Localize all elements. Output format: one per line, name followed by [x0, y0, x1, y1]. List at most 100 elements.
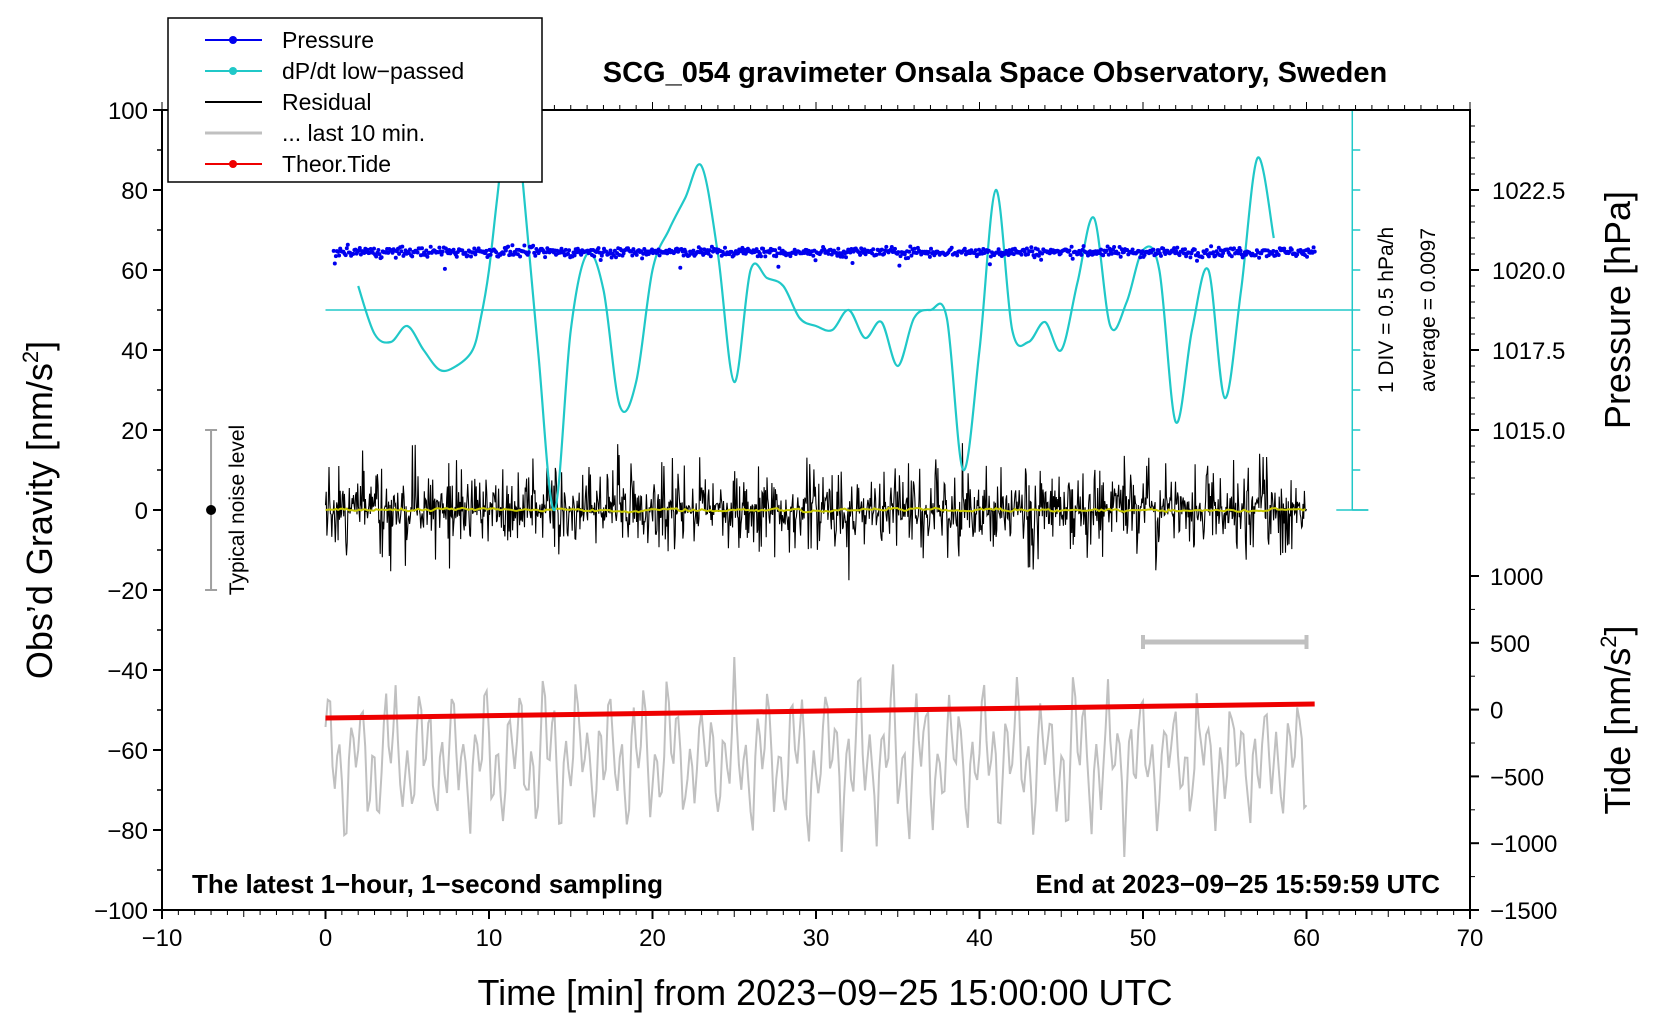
- pressure-point: [408, 247, 412, 252]
- div-label: 1 DIV = 0.5 hPa/h: [1375, 227, 1398, 393]
- pressure-point: [761, 246, 766, 251]
- pressure-point: [372, 246, 376, 251]
- series-theor-tide: [325, 701, 1315, 721]
- tide-tick-label: 1000: [1490, 564, 1543, 591]
- pressure-point: [755, 254, 760, 259]
- pressure-point: [657, 253, 662, 258]
- pressure-point: [763, 254, 768, 259]
- pressure-point: [393, 255, 398, 260]
- pressure-point: [617, 253, 622, 257]
- legend-label: dP/dt low−passed: [282, 58, 464, 84]
- y-tick-label: −20: [107, 578, 148, 605]
- pressure-point: [598, 258, 603, 262]
- pressure-point: [533, 253, 538, 258]
- pressure-point: [836, 246, 841, 251]
- pressure-point: [1200, 255, 1205, 260]
- pressure-point: [640, 256, 645, 261]
- pressure-point: [420, 246, 424, 251]
- pressure-point: [596, 246, 601, 251]
- pressure-point: [488, 252, 493, 257]
- pressure-point: [484, 248, 489, 253]
- pressure-point: [374, 254, 379, 259]
- pressure-point: [1067, 248, 1072, 253]
- pressure-point: [777, 246, 782, 251]
- legend-marker: [229, 36, 237, 44]
- pressure-point: [442, 266, 447, 271]
- pressure-point: [1116, 251, 1121, 256]
- pressure-point: [858, 252, 863, 257]
- pressure-point: [788, 254, 793, 259]
- pressure-point: [1181, 251, 1186, 256]
- y-tick-label: 60: [121, 258, 148, 285]
- pressure-point: [1271, 249, 1276, 253]
- pressure-point: [543, 255, 548, 260]
- pressure-point: [400, 244, 405, 249]
- pressure-point: [1295, 252, 1300, 257]
- pressure-point: [503, 248, 508, 253]
- tide-tick-label: 500: [1490, 631, 1530, 658]
- pressure-point: [476, 246, 481, 251]
- y-axis-label-left: Obs’d Gravity [nm/s2]: [18, 341, 60, 679]
- pressure-point: [343, 253, 348, 258]
- pressure-point: [357, 246, 362, 250]
- pressure-point: [729, 249, 734, 254]
- x-tick-label: 30: [803, 925, 830, 952]
- pressure-point: [1030, 249, 1035, 254]
- pressure-point: [962, 246, 967, 251]
- pressure-point: [1282, 246, 1287, 251]
- pressure-point: [884, 244, 889, 249]
- pressure-point: [1188, 255, 1193, 260]
- pressure-point: [563, 247, 568, 252]
- pressure-point: [437, 245, 442, 250]
- pressure-point: [1276, 253, 1281, 257]
- pressure-point: [472, 246, 477, 251]
- pressure-point: [773, 248, 778, 253]
- pressure-point: [908, 244, 913, 249]
- pressure-point: [754, 247, 759, 252]
- pressure-point: [909, 253, 914, 258]
- pressure-point: [1238, 248, 1243, 253]
- y-tick-label: 80: [121, 178, 148, 205]
- legend-label: ... last 10 min.: [282, 120, 425, 146]
- legend: Pressure dP/dt low−passed Residual ... last…: [167, 17, 543, 183]
- pressure-point: [996, 247, 1001, 252]
- pressure-point: [1024, 246, 1029, 251]
- y-tick-label: 20: [121, 418, 148, 445]
- pressure-point: [926, 250, 931, 254]
- pressure-point: [802, 251, 807, 255]
- pressure-point: [681, 253, 686, 258]
- pressure-point: [506, 244, 511, 249]
- pressure-point: [522, 243, 527, 248]
- pressure-point: [1088, 249, 1093, 254]
- x-tick-label: 20: [639, 925, 666, 952]
- pressure-point: [1206, 254, 1211, 259]
- pressure-point: [399, 249, 404, 254]
- pressure-point: [1026, 252, 1030, 257]
- pressure-point: [376, 248, 381, 252]
- annotation-end-time: End at 2023−09−25 15:59:59 UTC: [1035, 869, 1440, 899]
- pressure-point: [678, 265, 683, 270]
- pressure-point: [1101, 253, 1106, 258]
- legend-label: Pressure: [282, 27, 374, 53]
- legend-box: [167, 17, 543, 183]
- pressure-point: [844, 255, 848, 260]
- pressure-point: [889, 245, 894, 249]
- pressure-point: [1289, 247, 1294, 252]
- pressure-point: [634, 252, 639, 257]
- tide-tick-label: −1500: [1490, 898, 1557, 925]
- pressure-point: [776, 264, 781, 269]
- pressure-point: [896, 250, 901, 255]
- pressure-point: [1177, 253, 1182, 258]
- y-axis-label-pressure: Pressure [hPa]: [1597, 191, 1638, 429]
- noise-level-label: Typical noise level: [226, 425, 249, 595]
- legend-marker: [229, 67, 237, 75]
- pressure-point: [882, 251, 887, 256]
- pressure-point: [897, 263, 902, 268]
- pressure-point: [614, 255, 618, 260]
- pressure-point: [1218, 248, 1223, 253]
- y-tick-label: 40: [121, 338, 148, 365]
- pressure-point: [840, 254, 845, 259]
- average-label: average = 0.0097: [1417, 228, 1440, 392]
- pressure-point: [531, 243, 536, 248]
- x-tick-label: 50: [1130, 925, 1157, 952]
